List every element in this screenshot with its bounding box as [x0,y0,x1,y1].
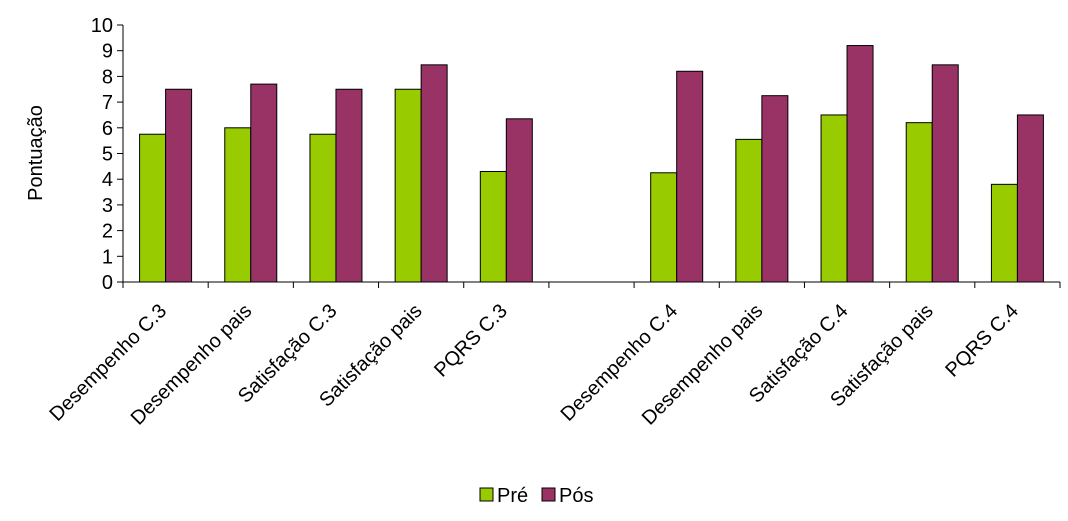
bar-pre [820,114,848,283]
bar-pre [990,183,1018,283]
y-tick-label: 6 [102,118,113,140]
legend-swatch [541,487,556,502]
x-category-label: PQRS C.3 [430,300,512,382]
bar-pre [479,170,507,283]
bar-pos [505,118,533,283]
bar-pre [650,172,678,283]
y-axis-ticks: 0 1 2 3 4 5 6 7 8 9 10 [91,15,123,294]
bar-pos [761,95,789,283]
y-tick-label: 10 [91,15,113,37]
bar-pre [309,133,337,283]
bar-pos [335,88,363,283]
bar-pos [676,70,704,283]
y-tick-label: 3 [102,195,113,217]
bar-pre [905,122,933,283]
legend-swatch [479,487,494,502]
y-tick-label: 7 [102,92,113,114]
bar-pos [931,64,959,283]
y-tick-label: 8 [102,66,113,88]
bar-pos [1016,114,1044,283]
y-tick-label: 1 [102,246,113,268]
y-tick-label: 0 [102,272,113,294]
y-tick-label: 2 [102,221,113,243]
bar-pre [139,133,167,283]
bar-pos [420,64,448,283]
y-tick-label: 5 [102,144,113,166]
x-axis-ticks [122,282,1061,288]
y-axis-title: Pontuação [25,105,47,201]
bar-pos [250,83,278,283]
bar-pos [846,45,874,283]
y-tick-label: 9 [102,41,113,63]
y-tick-label: 4 [102,169,113,191]
bar-pre [224,127,252,283]
x-category-label: PQRS C.4 [941,300,1023,382]
legend: Pré Pós [479,485,593,507]
bar-pre [394,88,422,283]
bar-pre [735,138,763,283]
legend-label: Pós [559,485,593,507]
bar-pos [165,88,193,283]
legend-label: Pré [497,485,528,507]
bars [139,45,1044,283]
